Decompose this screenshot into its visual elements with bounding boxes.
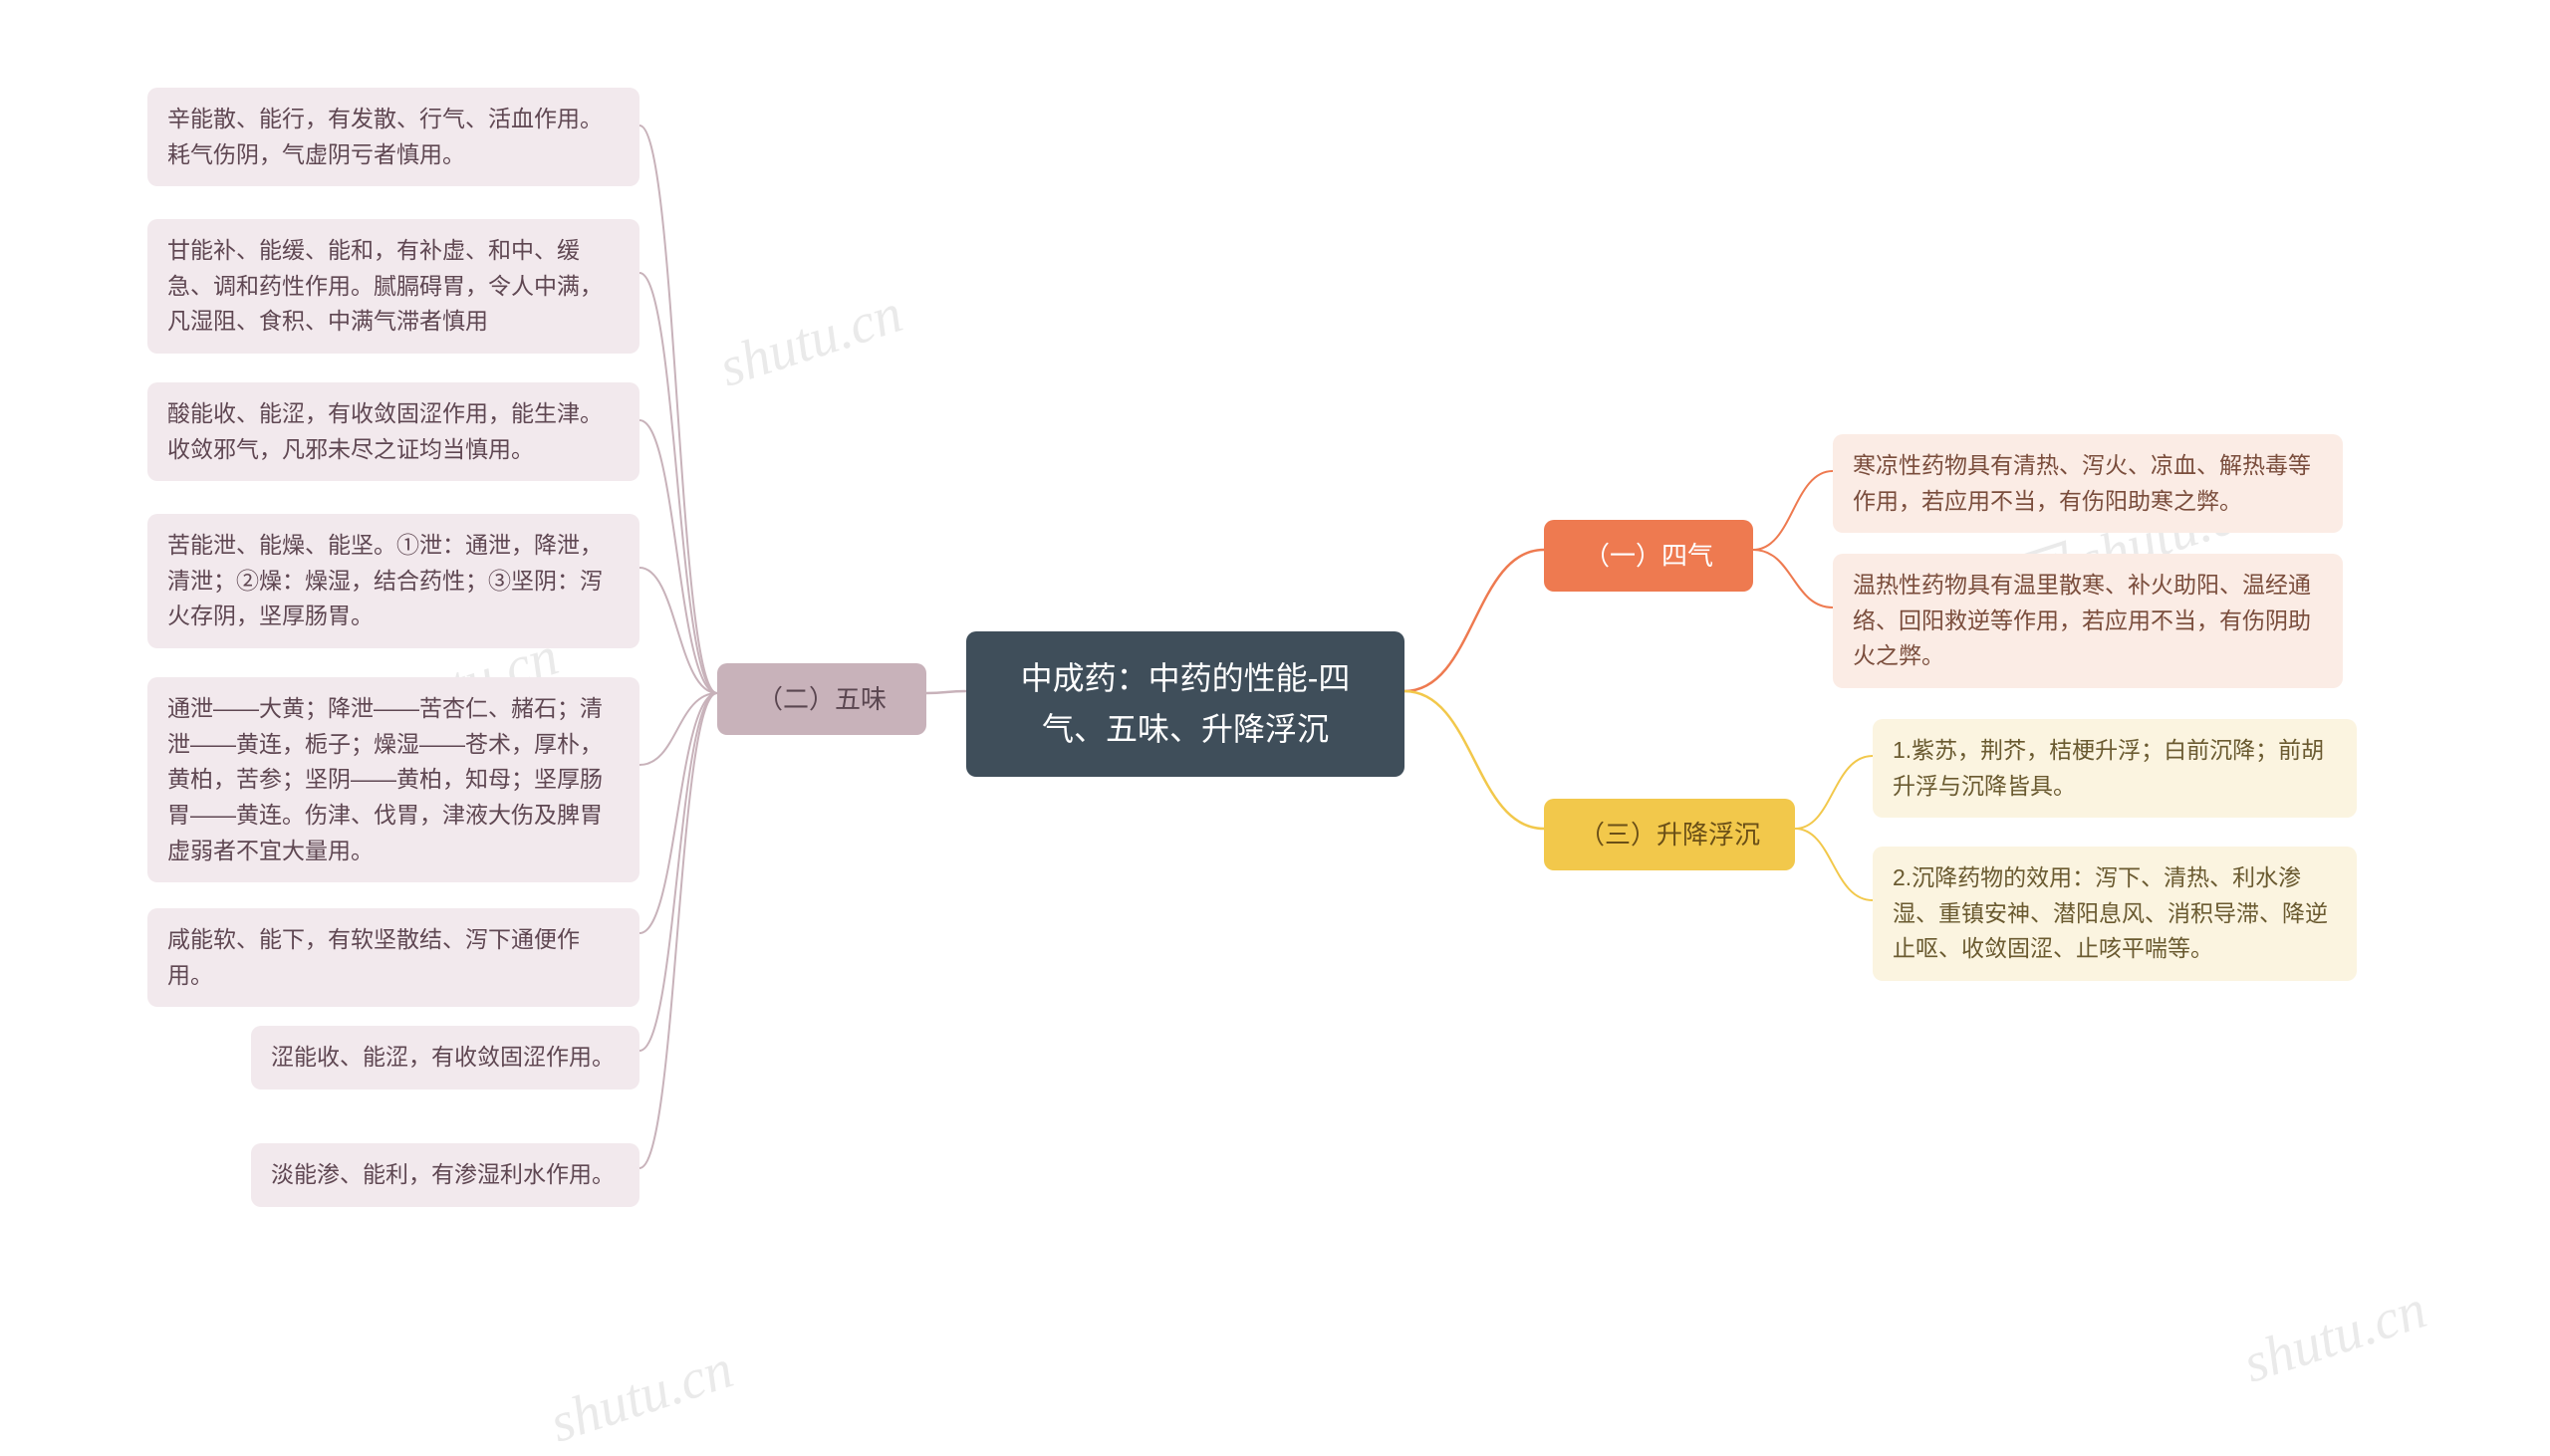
leaf-wuwei-1[interactable]: 辛能散、能行，有发散、行气、活血作用。耗气伤阴，气虚阴亏者慎用。	[147, 88, 639, 186]
leaf-siqi-1[interactable]: 寒凉性药物具有清热、泻火、凉血、解热毒等作用，若应用不当，有伤阳助寒之弊。	[1833, 434, 2343, 533]
branch-siqi[interactable]: （一）四气	[1544, 520, 1753, 592]
leaf-wuwei-4[interactable]: 苦能泄、能燥、能坚。①泄：通泄，降泄，清泄；②燥：燥湿，结合药性；③坚阴：泻火存…	[147, 514, 639, 648]
center-node[interactable]: 中成药：中药的性能-四气、五味、升降浮沉	[966, 631, 1404, 777]
watermark: shutu.cn	[2236, 1277, 2434, 1395]
branch-wuwei[interactable]: （二）五味	[717, 663, 926, 735]
leaf-shengjiang-1[interactable]: 1.紫苏，荆芥，桔梗升浮；白前沉降；前胡升浮与沉降皆具。	[1873, 719, 2357, 818]
leaf-wuwei-7[interactable]: 涩能收、能涩，有收敛固涩作用。	[251, 1026, 639, 1090]
branch-shengjiang[interactable]: （三）升降浮沉	[1544, 799, 1795, 870]
leaf-wuwei-2[interactable]: 甘能补、能缓、能和，有补虚、和中、缓急、调和药性作用。腻膈碍胃，令人中满，凡湿阻…	[147, 219, 639, 354]
leaf-wuwei-8[interactable]: 淡能渗、能利，有渗湿利水作用。	[251, 1143, 639, 1207]
leaf-wuwei-3[interactable]: 酸能收、能涩，有收敛固涩作用，能生津。收敛邪气，凡邪未尽之证均当慎用。	[147, 382, 639, 481]
leaf-wuwei-5[interactable]: 通泄——大黄；降泄——苦杏仁、赭石；清泄——黄连，栀子；燥湿——苍术，厚朴，黄柏…	[147, 677, 639, 882]
watermark: shutu.cn	[712, 281, 910, 399]
leaf-siqi-2[interactable]: 温热性药物具有温里散寒、补火助阳、温经通络、回阳救逆等作用，若应用不当，有伤阴助…	[1833, 554, 2343, 688]
leaf-shengjiang-2[interactable]: 2.沉降药物的效用：泻下、清热、利水渗湿、重镇安神、潜阳息风、消积导滞、降逆止呕…	[1873, 847, 2357, 981]
mindmap-canvas: 树图 shutu.cn 树图 shutu.cn shutu.cn shutu.c…	[0, 0, 2550, 1427]
leaf-wuwei-6[interactable]: 咸能软、能下，有软坚散结、泻下通便作用。	[147, 908, 639, 1007]
watermark: shutu.cn	[543, 1336, 741, 1455]
